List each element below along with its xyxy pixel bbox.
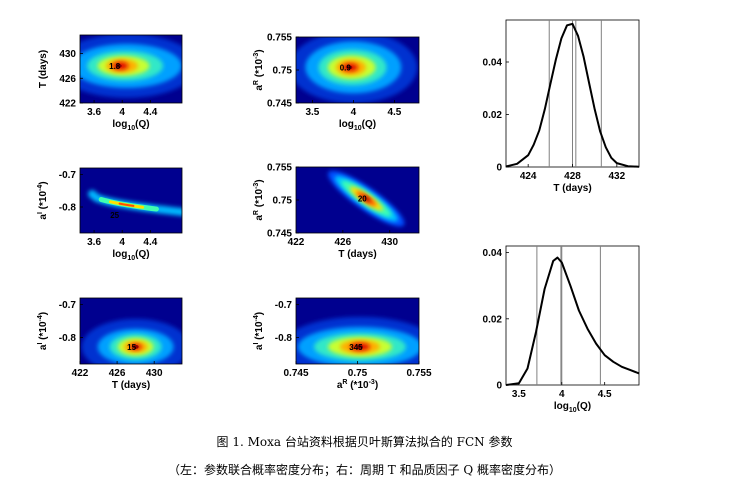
y-tick-label: 0.745 [267,229,292,240]
density-diagonal [328,170,405,227]
chart-p4: 20 422 426 430 0.745 0.75 0.755 T (days) aR (*10… [253,163,420,260]
y-tick-label: 0.75 [273,196,293,207]
x-axis-label: log10(Q) [112,119,149,132]
pdf-curve [505,256,640,386]
y-axis-label: aI (*10-4) [253,312,265,350]
chart-p6: 345 0.745 0.75 0.755 -0.7 -0.8 aR (*10-3) aI (*… [253,297,432,391]
density-peak [115,63,122,68]
x-tick-label: 3.6 [87,237,101,248]
y-tick-label: -0.7 [275,300,293,311]
y-tick-label: 0.75 [273,66,293,77]
peak-annotation: 15 [127,343,136,352]
chart-p2: 0.9 3.5 4 4.5 0.745 0.75 0.755 log10(Q) aR (*10-… [253,33,420,132]
x-tick-label: 3.6 [87,107,101,118]
x-tick-label: 3.5 [305,107,319,118]
heatmap-density [296,37,418,103]
y-axis-label: T (days) [38,50,49,88]
plot-frame [79,167,183,234]
x-tick-label: 4 [351,107,357,118]
caption-line-2: （左：参数联合概率密度分布；右：周期 T 和品质因子 Q 概率密度分布） [167,463,562,477]
chart-p7: 424 428 432 0 0.02 0.04 T (days) [483,19,640,194]
peak-annotation: 0.9 [340,63,352,72]
peak-annotation: 25 [110,211,119,220]
density-peak [132,344,139,349]
y-tick-label: 0 [496,163,502,174]
y-axis-label: aR (*10-3) [253,49,265,90]
density-band [118,202,135,207]
x-tick-label: 4.4 [143,107,157,118]
plot-frame [79,34,183,104]
y-tick-label: -0.8 [275,333,293,344]
pdf-curve [505,22,640,168]
chart-p8: 3.5 4 4.5 0 0.02 0.04 log10(Q) [483,245,640,414]
x-tick-label: 424 [520,171,537,182]
x-tick-label: 4 [119,237,125,248]
heatmap-density [328,170,405,227]
y-tick-label: -0.7 [59,300,77,311]
x-axis-label: log10(Q) [112,249,149,262]
density-peak [356,344,363,349]
density-peak [346,65,353,70]
heatmap-density [80,35,182,98]
y-tick-label: 0.04 [483,248,503,259]
y-tick-label: 0.02 [483,314,503,325]
x-tick-label: 426 [109,368,126,379]
x-tick-label: 3.5 [512,389,526,400]
x-tick-label: 422 [72,368,89,379]
x-tick-label: 4.5 [598,389,612,400]
y-axis-label: aR (*10-3) [253,179,265,220]
x-tick-label: 430 [146,368,163,379]
y-tick-label: 0.04 [483,58,503,69]
x-axis-label: T (days) [112,380,150,391]
x-tick-label: 4.5 [387,107,401,118]
peak-annotation: 1.8 [109,62,121,71]
x-axis-label: log10(Q) [554,401,591,414]
y-tick-label: 0.755 [267,163,292,174]
x-tick-label: 432 [608,171,625,182]
y-tick-label: -0.8 [59,333,77,344]
x-tick-label: 4.4 [143,237,157,248]
y-tick-label: 0.745 [267,99,292,110]
y-tick-label: 0.02 [483,110,503,121]
y-tick-label: 430 [59,49,76,60]
x-axis-label: log10(Q) [339,119,376,132]
y-tick-label: 426 [59,74,76,85]
x-tick-label: 428 [564,171,581,182]
x-axis-label: aR (*10-3) [337,379,378,391]
density-level [362,195,371,202]
caption-line-1: 图 1. Moxa 台站资料根据贝叶斯算法拟合的 FCN 参数 [216,435,513,449]
x-tick-label: 0.755 [406,368,431,379]
x-tick-label: 4 [559,389,565,400]
plot-frame [79,297,183,365]
peak-annotation: 20 [358,195,367,204]
x-tick-label: 0.745 [283,368,308,379]
heatmap-density [88,190,182,217]
chart-p3: 25 3.6 4 4.4 -0.7 -0.8 log10(Q) aI (*10-4) [37,167,183,262]
x-axis-label: T (days) [553,183,591,194]
peak-annotation: 345 [349,343,363,352]
y-tick-label: 0 [496,381,502,392]
y-axis-label: aI (*10-4) [37,181,49,219]
x-tick-label: 426 [335,237,352,248]
x-axis-label: T (days) [338,249,376,260]
y-tick-label: -0.7 [59,170,77,181]
y-tick-label: 0.755 [267,33,292,44]
x-tick-label: 4 [119,107,125,118]
chart-p5: 15 422 426 430 -0.7 -0.8 T (days) aI (*10-4) [37,297,183,391]
x-tick-label: 0.75 [348,368,368,379]
y-tick-label: -0.8 [59,203,77,214]
heatmap-density [296,316,419,364]
x-tick-label: 422 [288,237,305,248]
y-axis-label: aI (*10-4) [37,312,49,350]
heatmap-density [81,318,182,364]
x-tick-label: 430 [381,237,398,248]
y-tick-label: 422 [59,99,76,110]
chart-p1: 1.8 3.6 4 4.4 422 426 430 log10(Q) T (days) [38,34,183,132]
